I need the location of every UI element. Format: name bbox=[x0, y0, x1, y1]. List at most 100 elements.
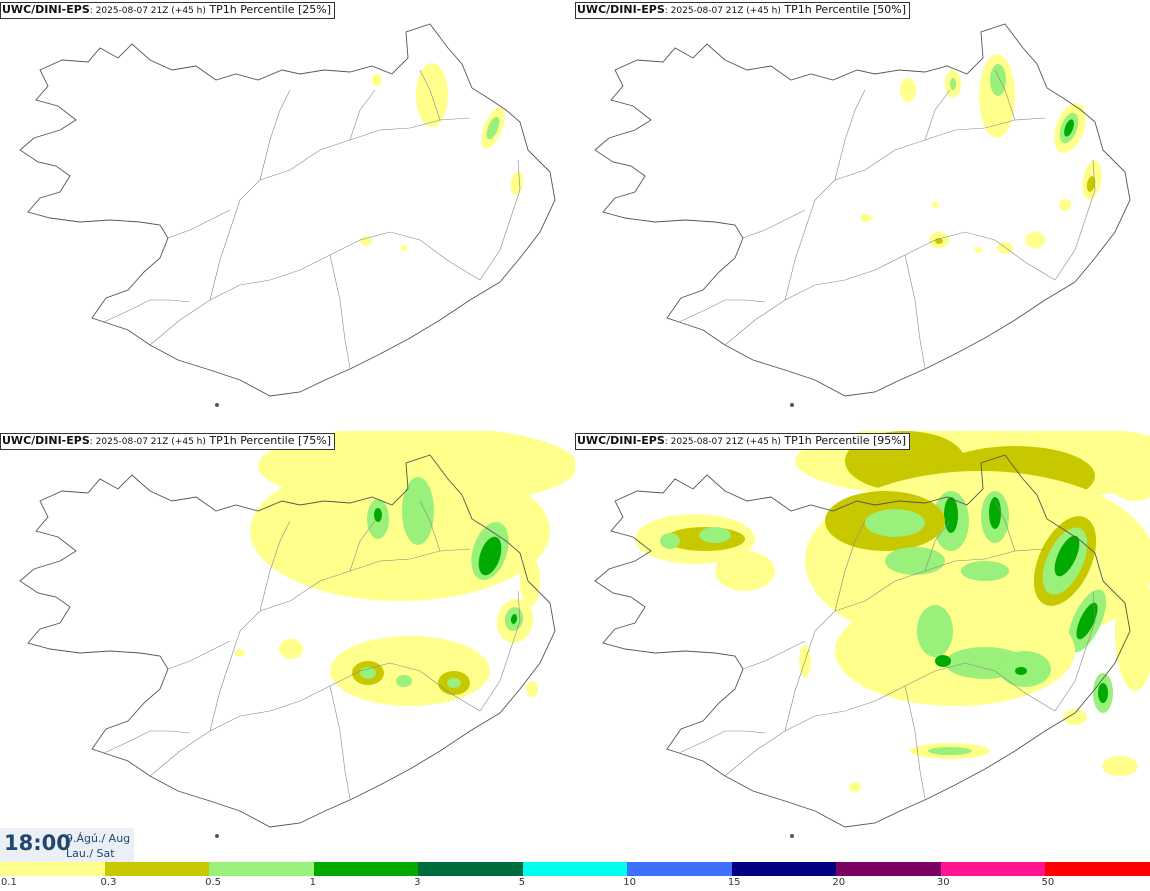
precipitation-area bbox=[997, 242, 1013, 254]
model-name: UWC/DINI-EPS bbox=[2, 434, 90, 447]
precipitation-area bbox=[928, 747, 972, 755]
run-info: : 2025-08-07 21Z (+45 h) bbox=[664, 437, 781, 447]
coastline bbox=[19, 454, 556, 828]
precipitation-area bbox=[1086, 176, 1096, 192]
precipitation-area bbox=[849, 782, 861, 792]
precipitation-area bbox=[865, 509, 925, 537]
precipitation-area bbox=[1098, 683, 1108, 703]
precipitation-map bbox=[594, 431, 1150, 838]
panel-title: UWC/DINI-EPS: 2025-08-07 21Z (+45 h) TP1… bbox=[575, 433, 910, 450]
road-line bbox=[924, 520, 951, 572]
road-line bbox=[167, 209, 231, 239]
colorbar-segment bbox=[522, 862, 628, 876]
precipitation-area bbox=[961, 561, 1009, 581]
precipitation-area bbox=[416, 63, 448, 127]
precipitation-area bbox=[1115, 571, 1150, 691]
colorbar-tick-label: 3 bbox=[414, 877, 421, 888]
road-line bbox=[1054, 159, 1096, 281]
island bbox=[215, 834, 219, 838]
colorbar-tick-label: 5 bbox=[518, 877, 526, 888]
colorbar-tick-label: 15 bbox=[727, 877, 741, 888]
precipitation-area bbox=[1059, 199, 1071, 211]
road-line bbox=[149, 662, 481, 777]
precipitation-area bbox=[935, 655, 951, 667]
precipitation-areas bbox=[860, 54, 1102, 254]
road-line bbox=[924, 89, 951, 141]
road-line bbox=[1054, 590, 1096, 712]
precipitation-area bbox=[860, 214, 872, 222]
road-line bbox=[419, 69, 441, 121]
precipitation-area bbox=[396, 675, 412, 687]
road-line bbox=[784, 117, 1046, 301]
precipitation-map bbox=[19, 23, 556, 407]
field-name: TP1h Percentile [95%] bbox=[780, 434, 906, 447]
road-line bbox=[149, 231, 481, 346]
road-line bbox=[904, 254, 926, 369]
precipitation-area bbox=[279, 639, 303, 659]
valid-date-line1: 9.Ágú./ Aug bbox=[66, 832, 131, 845]
road-line bbox=[349, 520, 376, 572]
precipitation-area bbox=[917, 605, 953, 657]
precipitation-area bbox=[478, 536, 502, 576]
island bbox=[790, 834, 794, 838]
colorbar-segment bbox=[940, 862, 1046, 876]
precipitation-area bbox=[360, 236, 372, 246]
precipitation-areas bbox=[635, 431, 1150, 792]
precipitation-area bbox=[900, 78, 916, 102]
precipitation-area bbox=[931, 202, 939, 208]
colorbar-segment bbox=[1045, 862, 1150, 876]
road-line bbox=[834, 520, 866, 612]
map-panel-p75: UWC/DINI-EPS: 2025-08-07 21Z (+45 h) TP1… bbox=[0, 431, 575, 862]
road-line bbox=[209, 548, 471, 732]
road-line bbox=[479, 590, 521, 712]
road-line bbox=[724, 662, 1056, 777]
map-panel-p95: UWC/DINI-EPS: 2025-08-07 21Z (+45 h) TP1… bbox=[575, 431, 1150, 862]
road-line bbox=[742, 640, 806, 670]
precipitation-area bbox=[270, 501, 330, 581]
precipitation-area bbox=[990, 64, 1006, 96]
coastline bbox=[594, 23, 1131, 397]
run-info: : 2025-08-07 21Z (+45 h) bbox=[89, 437, 206, 447]
road-line bbox=[329, 254, 351, 369]
colorbar-segment bbox=[731, 862, 837, 876]
island bbox=[215, 403, 219, 407]
valid-date-line2: Lau./ Sat bbox=[66, 847, 115, 860]
precipitation-area bbox=[1105, 441, 1150, 501]
colorbar-ticks: 0.1 0.3 0.5 1 3 5 10 15 20 30 50 bbox=[0, 876, 1150, 891]
road-line bbox=[259, 89, 291, 181]
precipitation-area bbox=[1054, 535, 1080, 577]
colorbar-segment bbox=[104, 862, 210, 876]
colorbar-segment bbox=[209, 862, 314, 876]
precipitation-area bbox=[1025, 232, 1045, 248]
road-line bbox=[904, 685, 926, 800]
road-line bbox=[419, 500, 441, 552]
precipitation-areas bbox=[235, 431, 575, 706]
road-line bbox=[259, 520, 291, 612]
road-line bbox=[209, 117, 471, 301]
colorbar-tick-label: 0.5 bbox=[205, 877, 221, 888]
precipitation-area bbox=[447, 678, 461, 688]
colorbar-segment bbox=[627, 862, 732, 876]
precipitation-area bbox=[1076, 602, 1098, 640]
precipitation-area bbox=[510, 171, 524, 195]
colorbar-tick-label: 0.3 bbox=[100, 877, 117, 888]
road-line bbox=[994, 69, 1016, 121]
precipitation-area bbox=[400, 245, 408, 251]
precipitation-area bbox=[699, 527, 731, 543]
road-line bbox=[742, 209, 806, 239]
valid-time-box: 18:00 9.Ágú./ Aug Lau./ Sat bbox=[0, 828, 134, 862]
model-name: UWC/DINI-EPS bbox=[577, 3, 665, 16]
valid-time: 18:00 bbox=[4, 831, 71, 855]
run-info: : 2025-08-07 21Z (+45 h) bbox=[89, 6, 206, 16]
precipitation-area bbox=[989, 497, 1001, 529]
precipitation-area bbox=[715, 551, 775, 591]
precipitation-area bbox=[486, 116, 500, 140]
field-name: TP1h Percentile [75%] bbox=[205, 434, 331, 447]
colorbar-tick-label: 10 bbox=[623, 877, 636, 888]
road-line bbox=[479, 159, 521, 281]
panel-title: UWC/DINI-EPS: 2025-08-07 21Z (+45 h) TP1… bbox=[0, 433, 335, 450]
precipitation-area bbox=[1015, 667, 1027, 675]
road-line bbox=[784, 548, 1046, 732]
precipitation-area bbox=[950, 78, 956, 90]
precipitation-area bbox=[402, 477, 434, 545]
